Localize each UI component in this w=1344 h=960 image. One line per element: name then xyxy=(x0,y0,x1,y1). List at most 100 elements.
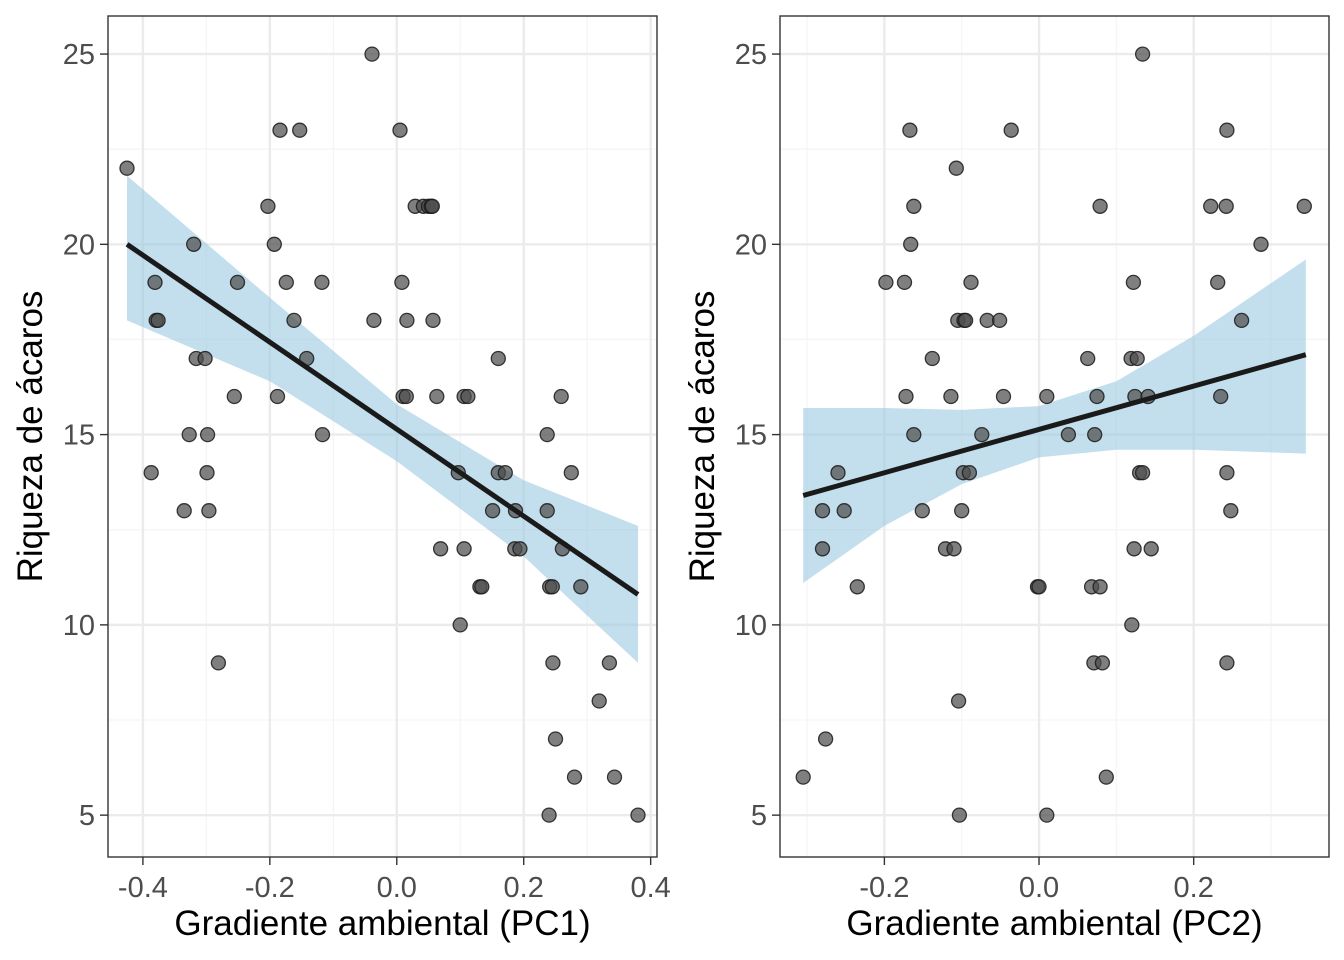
y-tick-label: 25 xyxy=(735,39,767,71)
data-point xyxy=(119,160,135,176)
data-point xyxy=(948,160,964,176)
data-point xyxy=(484,503,501,519)
data-point xyxy=(1003,122,1019,138)
data-point xyxy=(553,388,569,405)
data-point xyxy=(286,312,302,329)
data-point xyxy=(954,503,970,519)
data-point xyxy=(1219,655,1235,671)
data-point xyxy=(314,274,330,291)
data-point xyxy=(1233,312,1250,329)
data-point xyxy=(795,769,811,785)
data-point xyxy=(974,426,990,443)
data-point xyxy=(147,274,163,291)
data-point xyxy=(1143,541,1159,557)
y-axis-label: Riqueza de ácaros xyxy=(683,291,722,583)
y-tick-label: 10 xyxy=(63,610,95,642)
y-tick-label: 10 xyxy=(735,610,767,642)
data-point xyxy=(817,731,834,747)
data-point xyxy=(1218,198,1234,214)
data-point xyxy=(1219,122,1235,138)
data-point xyxy=(1098,769,1114,785)
data-point xyxy=(456,541,472,557)
data-point xyxy=(896,274,913,291)
regression-line xyxy=(802,352,1307,498)
regression-line xyxy=(125,242,640,597)
data-point xyxy=(1125,274,1142,291)
data-point xyxy=(394,274,410,291)
data-point xyxy=(849,579,865,595)
data-point xyxy=(272,122,288,138)
data-point xyxy=(902,122,918,138)
data-point xyxy=(1039,807,1055,823)
data-point xyxy=(269,388,286,405)
x-tick-label: -0.2 xyxy=(859,872,909,904)
x-tick-label: 0.0 xyxy=(1019,872,1059,904)
data-point xyxy=(814,503,831,519)
data-point xyxy=(424,198,440,214)
y-tick-label: 5 xyxy=(79,800,95,832)
data-point xyxy=(512,541,528,557)
data-point xyxy=(943,388,959,405)
data-point xyxy=(1134,46,1151,62)
y-tick-label: 20 xyxy=(63,229,95,261)
data-point xyxy=(906,426,922,443)
data-point xyxy=(547,731,564,747)
confidence-band xyxy=(803,259,1306,583)
y-tick-label: 25 xyxy=(63,39,95,71)
data-point xyxy=(836,503,852,519)
y-ticks: 5 10 15 20 25 xyxy=(735,39,780,832)
data-point xyxy=(814,541,831,557)
data-point xyxy=(229,274,246,291)
data-point xyxy=(497,465,513,481)
data-point xyxy=(1219,465,1235,481)
data-point xyxy=(1296,198,1312,214)
data-point xyxy=(606,769,623,785)
data-point xyxy=(186,236,202,252)
data-point xyxy=(1134,465,1151,481)
data-point xyxy=(1126,541,1142,557)
y-axis-label: Riqueza de ácaros xyxy=(11,291,50,583)
data-point xyxy=(452,617,468,633)
data-point xyxy=(197,350,213,367)
y-ticks: 5 10 15 20 25 xyxy=(63,39,108,832)
data-point xyxy=(201,503,217,519)
data-point xyxy=(429,388,445,405)
confidence-ribbon xyxy=(803,259,1306,583)
data-point xyxy=(601,655,618,671)
chart-panel-pc2: -0.2 0.0 0.2 5 10 15 20 25 Gradiente ambiental… xyxy=(683,15,1330,943)
data-point xyxy=(1092,579,1108,595)
data-point xyxy=(957,312,974,329)
data-point xyxy=(1060,426,1077,443)
data-point xyxy=(1031,579,1047,595)
data-point xyxy=(366,312,382,329)
x-tick-label: 0.2 xyxy=(504,872,544,904)
data-point xyxy=(1080,350,1096,367)
data-point xyxy=(181,426,197,443)
data-point xyxy=(150,312,166,329)
data-point xyxy=(991,312,1008,329)
x-tick-label: -0.2 xyxy=(245,872,295,904)
data-point xyxy=(292,122,308,138)
data-point xyxy=(950,693,967,709)
data-point xyxy=(591,693,607,709)
data-points xyxy=(795,46,1312,823)
data-point xyxy=(1087,426,1103,443)
data-point xyxy=(1129,350,1145,367)
data-point xyxy=(1223,503,1239,519)
data-point xyxy=(946,541,962,557)
x-ticks: -0.2 0.0 0.2 xyxy=(859,857,1214,904)
data-point xyxy=(260,198,276,214)
data-point xyxy=(924,350,940,367)
data-point xyxy=(1089,388,1105,405)
data-point xyxy=(432,541,449,557)
y-tick-label: 15 xyxy=(735,420,767,452)
x-ticks: -0.4 -0.2 0.0 0.2 0.4 xyxy=(118,857,671,904)
data-point xyxy=(143,465,159,481)
y-tick-label: 15 xyxy=(63,420,95,452)
data-point xyxy=(963,274,979,291)
data-point xyxy=(878,274,894,291)
data-point xyxy=(1253,236,1269,252)
data-point xyxy=(474,579,490,595)
data-point xyxy=(226,388,242,405)
data-point xyxy=(314,426,331,443)
